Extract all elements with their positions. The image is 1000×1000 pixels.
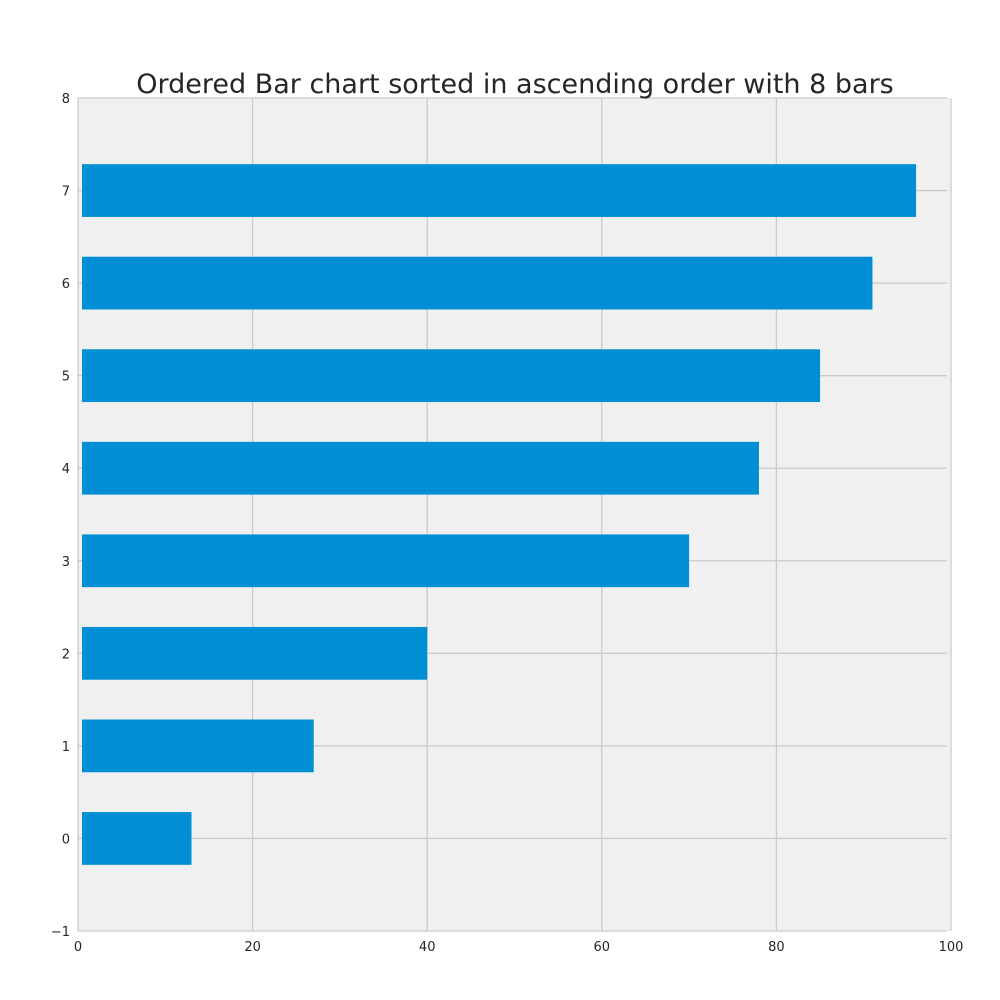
- bar-0: [82, 812, 191, 865]
- x-axis-ticks: 0 20 40 60 80 100: [74, 940, 964, 955]
- y-tick-label: 6: [62, 277, 70, 292]
- bar-7: [82, 164, 916, 217]
- bar-1: [82, 720, 314, 773]
- bar-4: [82, 442, 759, 495]
- chart-title: Ordered Bar chart sorted in ascending or…: [136, 69, 894, 100]
- y-tick-label: 5: [62, 370, 70, 385]
- bar-2: [82, 627, 427, 680]
- plot-area: [78, 98, 951, 931]
- x-tick-label: 0: [74, 940, 82, 955]
- y-tick-label: 2: [62, 647, 70, 662]
- bar-6: [82, 257, 872, 310]
- y-tick-label: 1: [62, 740, 70, 755]
- y-tick-label: 0: [62, 832, 70, 847]
- y-axis-ticks: −1 0 1 2 3 4 5 6 7 8: [51, 92, 70, 940]
- bar-3: [82, 534, 689, 587]
- y-tick-label: 8: [62, 92, 70, 107]
- y-tick-label: 4: [62, 462, 70, 477]
- x-tick-label: 20: [244, 940, 261, 955]
- y-tick-label: 7: [62, 185, 70, 200]
- x-tick-label: 60: [594, 940, 611, 955]
- x-tick-label: 100: [939, 940, 964, 955]
- y-tick-label: −1: [51, 925, 70, 940]
- y-tick-label: 3: [62, 555, 70, 570]
- x-tick-label: 40: [419, 940, 436, 955]
- x-tick-label: 80: [768, 940, 785, 955]
- bar-5: [82, 349, 820, 402]
